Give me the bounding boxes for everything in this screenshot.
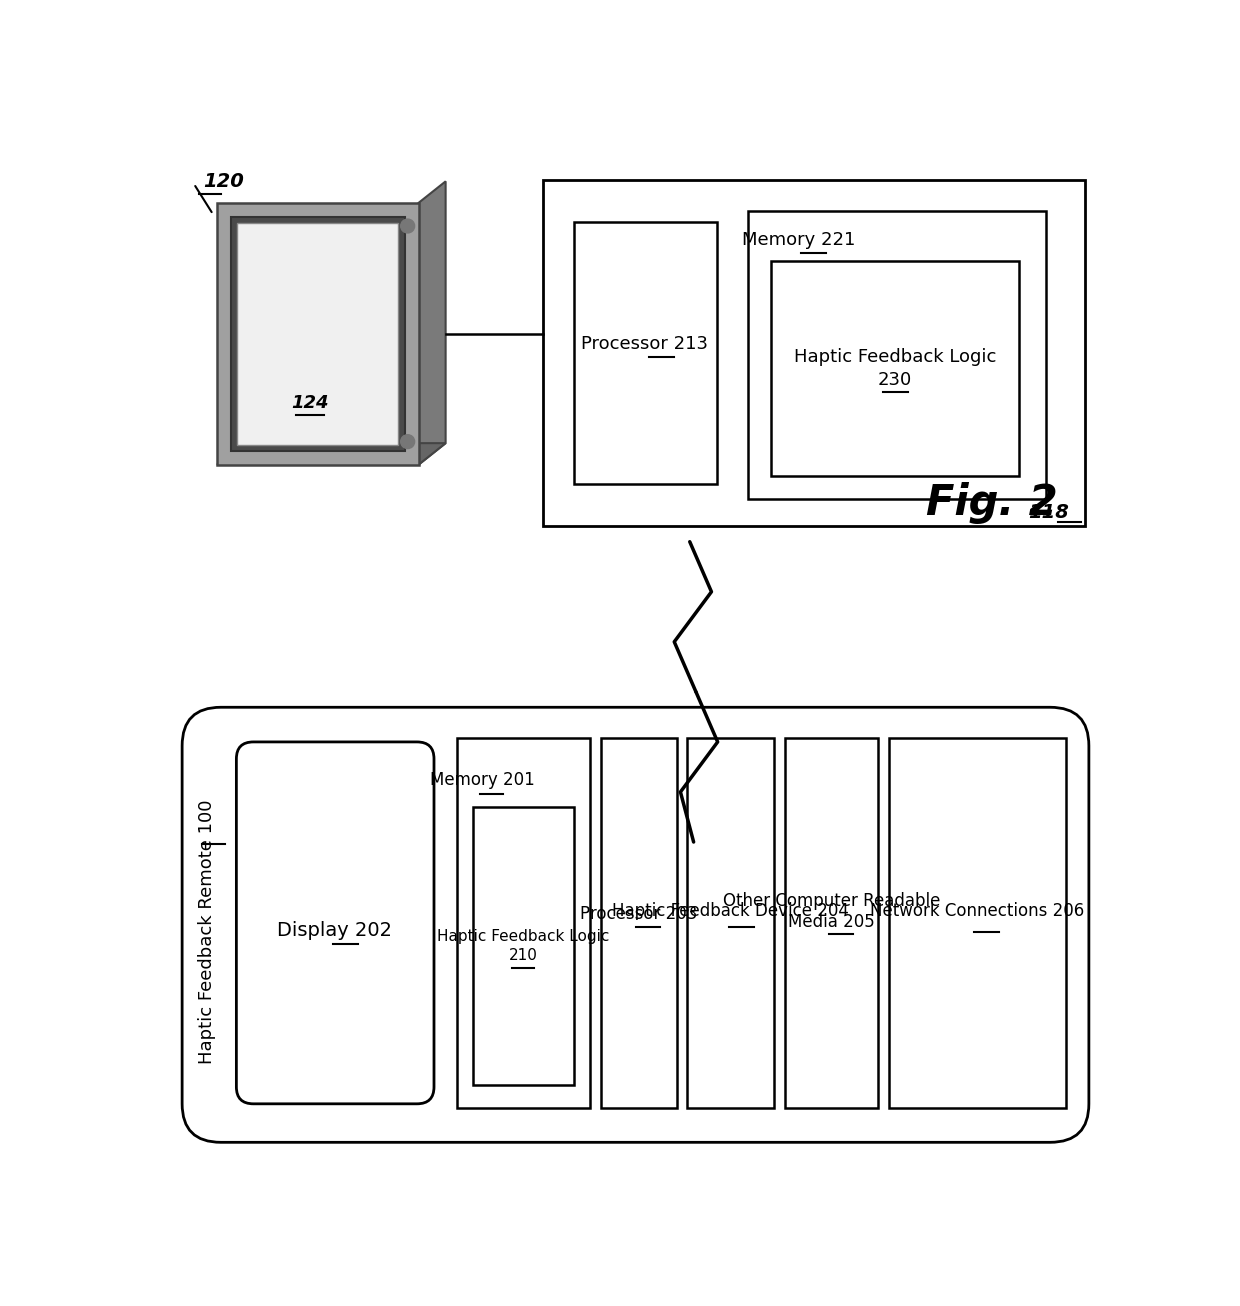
Bar (458, 738, 590, 1107)
Text: 230: 230 (878, 371, 913, 389)
FancyBboxPatch shape (182, 708, 1089, 1143)
Bar (600, 738, 677, 1107)
Text: Memory 201: Memory 201 (430, 772, 534, 789)
Circle shape (401, 219, 414, 232)
Bar (217, 202, 419, 465)
Bar (237, 223, 398, 445)
Text: Haptic Feedback Remote 100: Haptic Feedback Remote 100 (198, 799, 216, 1064)
FancyBboxPatch shape (237, 742, 434, 1104)
Text: 120: 120 (203, 172, 244, 191)
Text: Haptic Feedback Logic: Haptic Feedback Logic (436, 930, 609, 944)
Bar (231, 217, 404, 451)
Text: Haptic Feedback Device 204: Haptic Feedback Device 204 (613, 902, 849, 921)
Bar (543, 180, 1085, 526)
Text: Processor 213: Processor 213 (582, 334, 708, 353)
Bar (889, 738, 1065, 1107)
Text: Other Computer Readable
Media 205: Other Computer Readable Media 205 (723, 892, 940, 931)
Bar (785, 738, 878, 1107)
Bar (687, 738, 774, 1107)
Text: Fig. 2: Fig. 2 (926, 482, 1058, 524)
Text: Network Connections 206: Network Connections 206 (870, 902, 1085, 921)
Bar (472, 807, 574, 1084)
Text: Display 202: Display 202 (278, 921, 392, 940)
Text: 210: 210 (508, 948, 538, 963)
Bar (573, 222, 717, 485)
Bar (748, 210, 1047, 499)
Text: 124: 124 (291, 394, 329, 413)
Text: Memory 221: Memory 221 (742, 231, 854, 249)
Text: 118: 118 (1029, 503, 1069, 522)
Bar (771, 261, 1019, 477)
Text: Processor 203: Processor 203 (580, 905, 697, 922)
Polygon shape (217, 443, 445, 465)
Circle shape (401, 435, 414, 448)
Text: Haptic Feedback Logic: Haptic Feedback Logic (794, 347, 996, 366)
Polygon shape (419, 182, 445, 465)
